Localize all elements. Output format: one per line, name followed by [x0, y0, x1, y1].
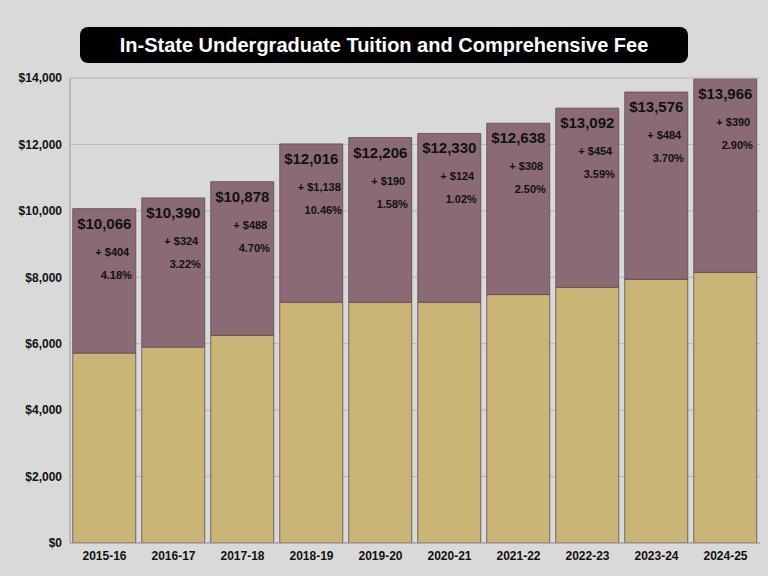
svg-text:2020-21: 2020-21 [427, 549, 471, 563]
svg-text:3.70%: 3.70% [653, 152, 684, 164]
svg-text:+ $390: + $390 [716, 116, 750, 128]
svg-text:2019-20: 2019-20 [358, 549, 402, 563]
svg-text:+ $404: + $404 [95, 246, 130, 258]
svg-text:$8,000: $8,000 [25, 271, 62, 285]
svg-text:$12,330: $12,330 [422, 139, 476, 156]
svg-text:$12,638: $12,638 [491, 129, 545, 146]
svg-text:2.50%: 2.50% [515, 183, 546, 195]
svg-text:$10,390: $10,390 [146, 204, 200, 221]
svg-text:1.58%: 1.58% [377, 198, 408, 210]
svg-text:2024-25: 2024-25 [703, 549, 747, 563]
svg-text:+ $308: + $308 [509, 160, 543, 172]
svg-text:3.59%: 3.59% [584, 168, 615, 180]
svg-text:$13,092: $13,092 [560, 114, 614, 131]
svg-text:$12,016: $12,016 [284, 150, 338, 167]
svg-text:$12,000: $12,000 [19, 138, 63, 152]
svg-text:+ $1,138: + $1,138 [298, 181, 341, 193]
svg-text:+ $488: + $488 [233, 219, 267, 231]
svg-text:$14,000: $14,000 [19, 71, 63, 85]
svg-text:2018-19: 2018-19 [289, 549, 333, 563]
svg-text:$13,576: $13,576 [629, 98, 683, 115]
svg-text:$0: $0 [49, 536, 63, 550]
svg-text:2016-17: 2016-17 [151, 549, 195, 563]
svg-text:$10,878: $10,878 [215, 188, 269, 205]
svg-text:+ $484: + $484 [647, 129, 682, 141]
svg-text:4.70%: 4.70% [239, 242, 270, 254]
svg-text:4.18%: 4.18% [101, 269, 132, 281]
svg-text:2.90%: 2.90% [722, 139, 753, 151]
svg-text:$6,000: $6,000 [25, 337, 62, 351]
svg-text:2023-24: 2023-24 [634, 549, 678, 563]
svg-text:$13,966: $13,966 [698, 85, 752, 102]
svg-text:2021-22: 2021-22 [496, 549, 540, 563]
svg-text:2022-23: 2022-23 [565, 549, 609, 563]
svg-text:$2,000: $2,000 [25, 470, 62, 484]
svg-text:10.46%: 10.46% [305, 204, 343, 216]
svg-text:2015-16: 2015-16 [82, 549, 126, 563]
svg-text:1.02%: 1.02% [446, 193, 477, 205]
svg-text:+ $454: + $454 [578, 145, 613, 157]
svg-text:+ $124: + $124 [440, 170, 475, 182]
svg-text:3.22%: 3.22% [170, 258, 201, 270]
svg-text:$10,000: $10,000 [19, 204, 63, 218]
html-text:In-State Undergraduate Tuition: In-State Undergraduate Tuition and Compr… [119, 33, 649, 56]
svg-text:+ $190: + $190 [371, 175, 405, 187]
svg-text:$12,206: $12,206 [353, 144, 407, 161]
svg-text:$10,066: $10,066 [77, 215, 131, 232]
svg-text:2017-18: 2017-18 [220, 549, 264, 563]
svg-text:$4,000: $4,000 [25, 403, 62, 417]
svg-text:+ $324: + $324 [164, 235, 199, 247]
